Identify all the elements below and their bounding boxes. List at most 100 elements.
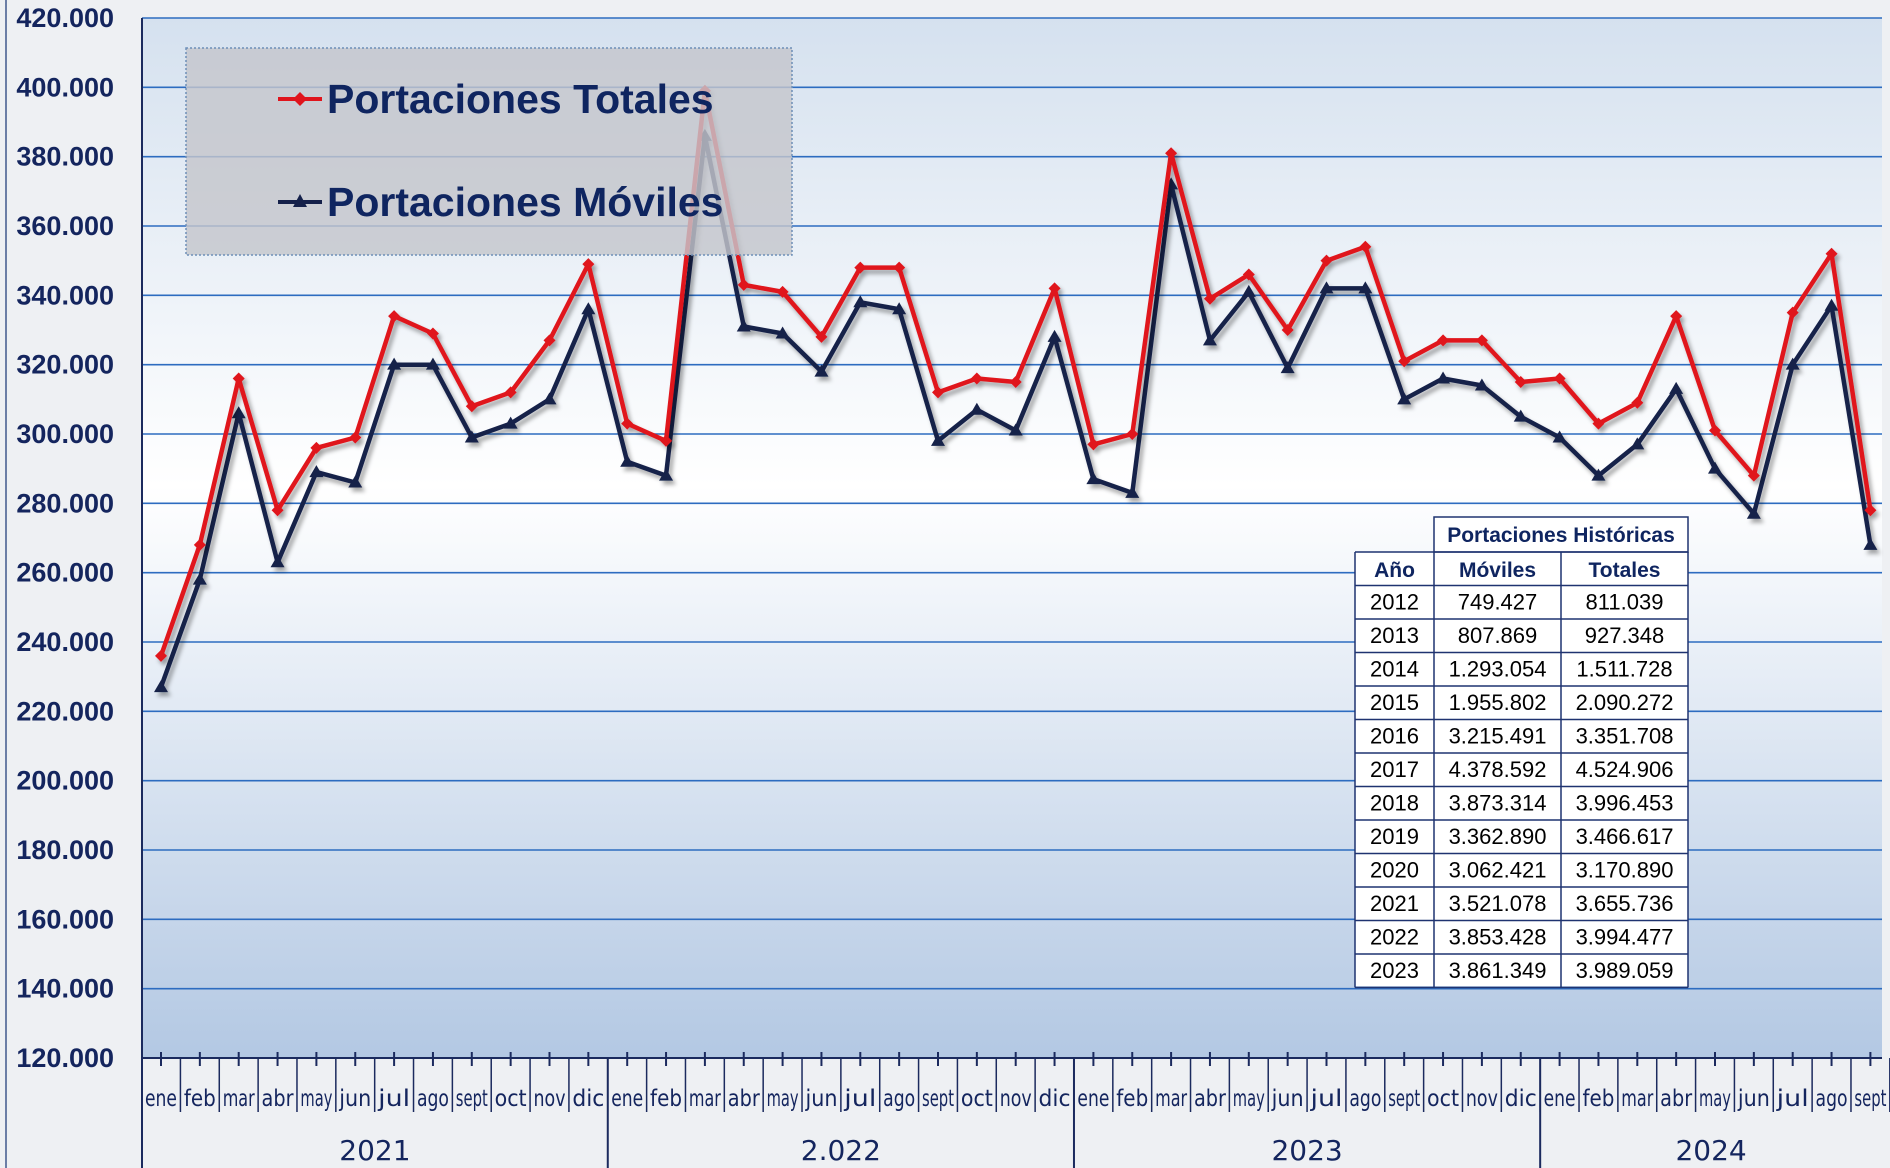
x-tick-label: sept xyxy=(1854,1086,1886,1112)
table-cell: 2016 xyxy=(1370,724,1419,749)
totales-point xyxy=(310,441,323,454)
moviles-point xyxy=(1474,378,1489,391)
moviles-point xyxy=(1008,423,1023,436)
x-tick-label: jul xyxy=(1776,1086,1809,1112)
totales-point xyxy=(582,258,595,271)
totales-point xyxy=(1475,334,1488,347)
totales-point xyxy=(776,285,789,298)
axes: 120.000 140.000 160.000 180.000 200.000 220.0… xyxy=(5,0,1890,1168)
x-tick-label: abr xyxy=(1194,1086,1226,1112)
x-tick-label: dic xyxy=(1505,1086,1537,1112)
totales-point xyxy=(932,386,944,399)
moviles-point xyxy=(1669,381,1684,394)
y-tick-label: 320.000 xyxy=(16,350,114,380)
table-cell: 2012 xyxy=(1370,590,1419,615)
moviles-point xyxy=(503,416,518,429)
totales-point xyxy=(660,434,673,447)
x-tick-label: sept xyxy=(456,1086,488,1112)
x-tick-label: jul xyxy=(843,1086,876,1112)
table-cell: 3.521.078 xyxy=(1449,891,1547,916)
x-tick-label: mar xyxy=(1621,1086,1653,1112)
moviles-point xyxy=(231,406,246,419)
moviles-point xyxy=(1513,409,1528,422)
table-cell: 3.170.890 xyxy=(1576,858,1674,883)
y-tick-label: 200.000 xyxy=(16,766,114,796)
table-cell: 2021 xyxy=(1370,891,1419,916)
totales-point xyxy=(465,400,478,413)
table-cell: 2015 xyxy=(1370,690,1419,715)
moviles-point xyxy=(1047,329,1062,342)
y-tick-label: 280.000 xyxy=(16,488,114,518)
moviles-point xyxy=(192,572,207,585)
table-cell: 2022 xyxy=(1370,925,1419,950)
moviles-point xyxy=(348,475,363,488)
y-tick-label: 380.000 xyxy=(16,142,114,172)
table-cell: 811.039 xyxy=(1586,590,1664,615)
table-title: Portaciones Históricas xyxy=(1447,524,1675,547)
totales-point xyxy=(1437,334,1450,347)
table-cell: 2018 xyxy=(1370,791,1419,816)
moviles-point xyxy=(1824,298,1839,311)
x-tick-label: ago xyxy=(417,1086,449,1112)
table-cell: 1.955.802 xyxy=(1449,690,1547,715)
totales-point xyxy=(1553,372,1566,385)
totales-point xyxy=(621,417,634,430)
totales-point xyxy=(737,278,750,291)
moviles-point xyxy=(620,454,635,467)
y-tick-label: 120.000 xyxy=(16,1043,114,1073)
totales-point xyxy=(232,372,245,385)
year-label: 2023 xyxy=(1271,1134,1342,1167)
legend-box xyxy=(185,47,793,256)
totales-point xyxy=(1203,292,1216,305)
table-cell: 2023 xyxy=(1370,958,1419,983)
totales-point xyxy=(1631,396,1644,409)
moviles-point xyxy=(1202,333,1217,346)
x-tick-label: jun xyxy=(1271,1086,1304,1112)
y-tick-label: 300.000 xyxy=(16,419,114,449)
moviles-point xyxy=(270,555,285,568)
y-tick-label: 260.000 xyxy=(16,558,114,588)
totales-point xyxy=(426,327,439,340)
moviles-point xyxy=(1319,281,1334,294)
totales-point xyxy=(1825,247,1838,260)
legend-totales-label: Portaciones Totales xyxy=(327,76,714,122)
x-tick-label: mar xyxy=(1155,1086,1187,1112)
totales-point xyxy=(893,261,906,274)
y-tick-label: 220.000 xyxy=(16,696,114,726)
totales-point xyxy=(1242,268,1255,281)
x-tick-label: ene xyxy=(145,1086,177,1112)
year-label: 2.022 xyxy=(801,1134,881,1167)
y-tick-label: 400.000 xyxy=(16,72,114,102)
totales-point xyxy=(1592,417,1605,430)
table-header-totales: Totales xyxy=(1589,559,1661,582)
x-tick-label: ago xyxy=(1816,1086,1848,1112)
table-cell: 3.873.314 xyxy=(1449,791,1547,816)
moviles-point xyxy=(1397,392,1412,405)
x-tick-label: mar xyxy=(223,1086,255,1112)
x-tick-label: mar xyxy=(689,1086,721,1112)
moviles-point xyxy=(892,302,907,315)
moviles-point xyxy=(1552,430,1567,443)
moviles-point xyxy=(931,433,945,446)
historical-table: Portaciones Históricas Año Móviles Total… xyxy=(1354,516,1689,989)
moviles-point xyxy=(1591,468,1606,481)
x-tick-label: may xyxy=(1699,1086,1731,1112)
totales-point xyxy=(1087,438,1100,451)
legend-totales-marker xyxy=(293,92,307,106)
y-tick-label: 420.000 xyxy=(16,3,114,33)
table-cell: 2.090.272 xyxy=(1576,690,1674,715)
x-tick-label: oct xyxy=(1427,1086,1459,1112)
table-cell: 4.524.906 xyxy=(1576,757,1674,782)
moviles-point xyxy=(425,357,440,370)
table-cell: 3.215.491 xyxy=(1449,724,1547,749)
totales-point xyxy=(543,334,556,347)
totales-point xyxy=(1048,282,1061,295)
table-cell: 3.853.428 xyxy=(1449,925,1547,950)
totales-point xyxy=(1359,240,1372,253)
moviles-point xyxy=(969,402,984,415)
x-tick-label: dic xyxy=(1039,1086,1071,1112)
table-cell: 3.466.617 xyxy=(1576,824,1674,849)
totales-point xyxy=(504,386,517,399)
x-tick-label: ene xyxy=(611,1086,643,1112)
